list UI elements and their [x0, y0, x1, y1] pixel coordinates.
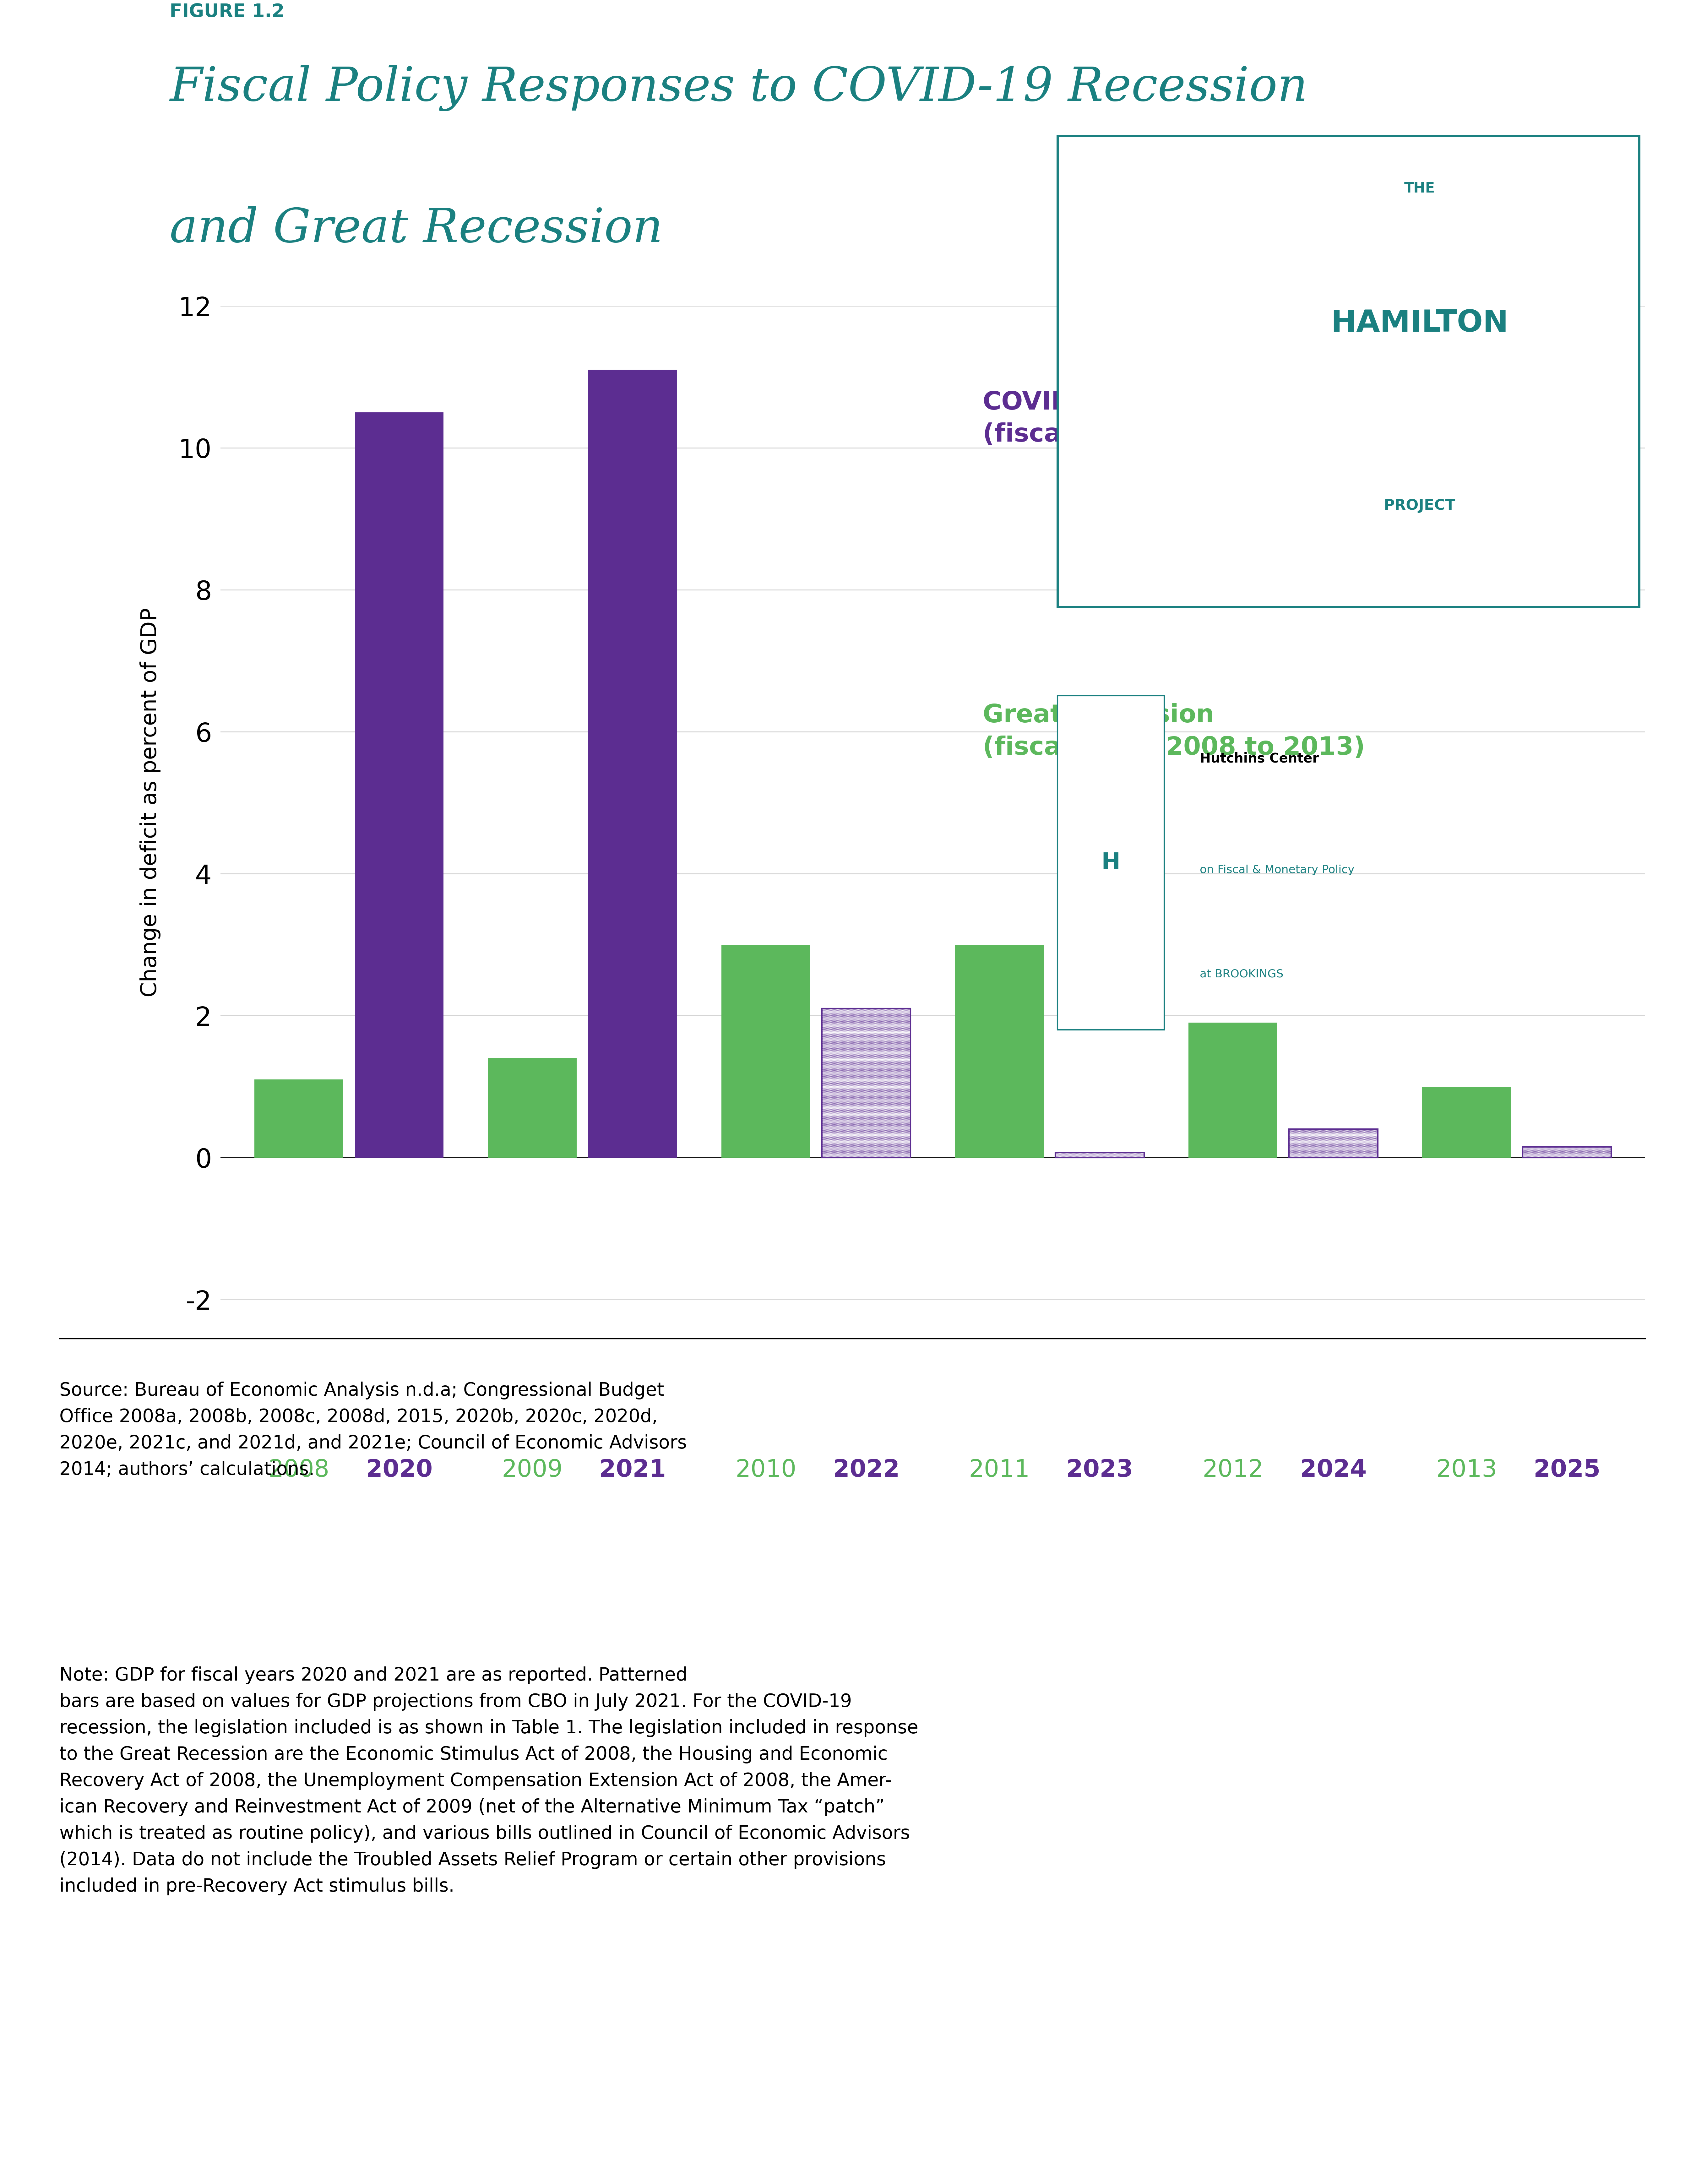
Text: H: H: [1101, 852, 1121, 874]
Text: 2010: 2010: [736, 1459, 797, 1481]
Bar: [721, 943, 811, 1158]
Text: at BROOKINGS: at BROOKINGS: [1201, 970, 1284, 978]
Text: 2012: 2012: [1202, 1459, 1264, 1481]
Text: 2024: 2024: [1299, 1459, 1367, 1481]
Text: on Fiscal & Monetary Policy: on Fiscal & Monetary Policy: [1201, 865, 1355, 876]
Text: THE: THE: [1404, 181, 1435, 194]
Text: PROJECT: PROJECT: [1384, 498, 1455, 513]
Bar: [488, 1057, 577, 1158]
Text: 2021: 2021: [599, 1459, 667, 1481]
Bar: [1289, 1129, 1377, 1158]
Bar: [1055, 1153, 1145, 1158]
Bar: [254, 1079, 343, 1158]
Text: Hutchins Center: Hutchins Center: [1201, 751, 1319, 764]
Text: FIGURE 1.2: FIGURE 1.2: [170, 2, 285, 22]
Y-axis label: Change in deficit as percent of GDP: Change in deficit as percent of GDP: [139, 607, 161, 998]
Bar: [1523, 1147, 1611, 1158]
Text: 2013: 2013: [1437, 1459, 1498, 1481]
Text: Fiscal Policy Responses to COVID-19 Recession: Fiscal Policy Responses to COVID-19 Rece…: [170, 66, 1308, 111]
Text: Great Recession
(fiscal years 2008 to 2013): Great Recession (fiscal years 2008 to 20…: [982, 703, 1365, 760]
Bar: [823, 1009, 911, 1158]
Bar: [589, 369, 677, 1158]
FancyBboxPatch shape: [1058, 135, 1638, 607]
Text: 2020: 2020: [366, 1459, 432, 1481]
Text: 2023: 2023: [1067, 1459, 1133, 1481]
Bar: [1189, 1022, 1277, 1158]
Text: 2008: 2008: [268, 1459, 329, 1481]
Text: 2011: 2011: [968, 1459, 1029, 1481]
Bar: [1421, 1085, 1511, 1158]
Bar: [955, 943, 1043, 1158]
Text: Source: Bureau of Economic Analysis n.d.a; Congressional Budget
Office 2008a, 20: Source: Bureau of Economic Analysis n.d.…: [59, 1382, 687, 1479]
Bar: [354, 413, 444, 1158]
FancyBboxPatch shape: [1058, 695, 1163, 1031]
Text: 2025: 2025: [1533, 1459, 1601, 1481]
Text: Note: GDP for fiscal years 2020 and 2021 are as reported. Patterned
bars are bas: Note: GDP for fiscal years 2020 and 2021…: [59, 1666, 918, 1896]
Text: COVID-19 Recession
(fiscal years 2020 to 2025): COVID-19 Recession (fiscal years 2020 to…: [982, 391, 1365, 448]
Text: 2009: 2009: [502, 1459, 563, 1481]
Text: HAMILTON: HAMILTON: [1331, 308, 1508, 339]
Text: 2022: 2022: [833, 1459, 899, 1481]
Text: and Great Recession: and Great Recession: [170, 207, 663, 251]
